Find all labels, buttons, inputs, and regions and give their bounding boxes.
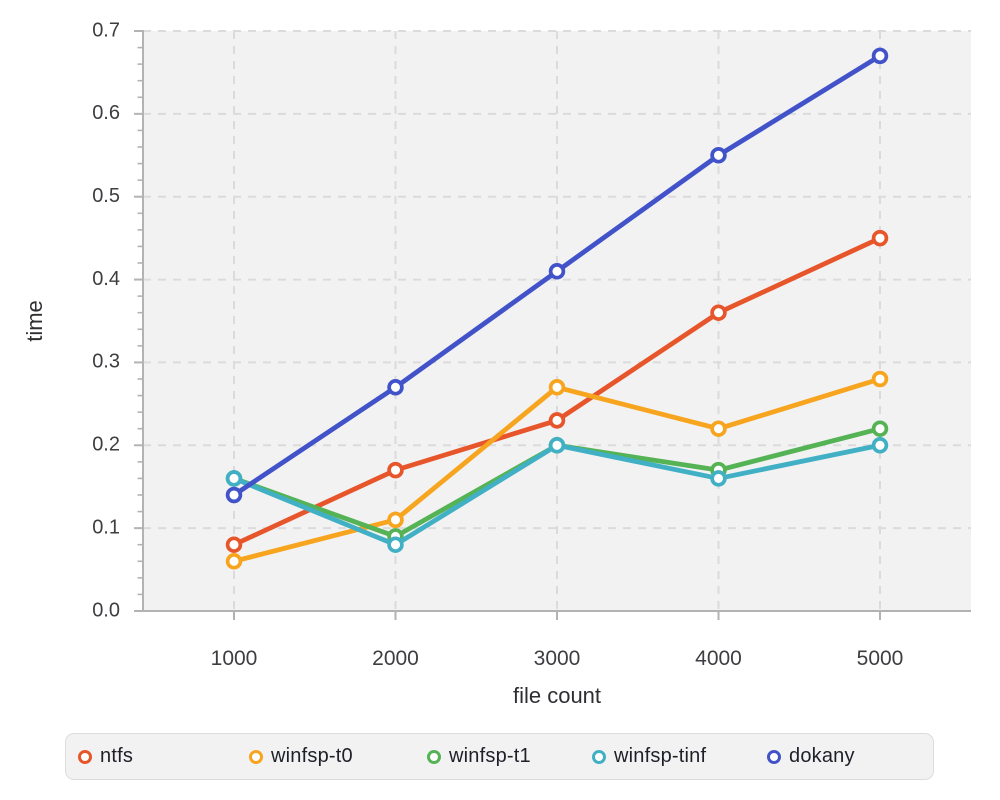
data-point-winfsp-tinf-5000 bbox=[871, 437, 889, 454]
legend-label: winfsp-t1 bbox=[449, 745, 531, 767]
y-tick-label: 0.4 bbox=[92, 268, 120, 290]
data-point-winfsp-t0-5000 bbox=[871, 370, 889, 388]
data-point-ntfs-5000 bbox=[871, 229, 889, 247]
legend-item-ntfs[interactable]: ntfs bbox=[78, 734, 133, 779]
data-point-winfsp-tinf-2000 bbox=[387, 536, 404, 553]
y-axis-title: time bbox=[22, 300, 47, 342]
y-tick-label: 0.1 bbox=[92, 516, 120, 538]
data-point-winfsp-t1-5000 bbox=[871, 420, 889, 437]
y-tick-label: 0.2 bbox=[92, 434, 120, 456]
legend-item-winfsp-t1[interactable]: winfsp-t1 bbox=[427, 734, 531, 779]
data-point-winfsp-t0-4000 bbox=[710, 420, 727, 437]
legend-item-winfsp-tinf[interactable]: winfsp-tinf bbox=[592, 734, 706, 779]
legend-label: ntfs bbox=[100, 745, 134, 767]
y-tick-label: 0.7 bbox=[92, 19, 120, 41]
winfsp-t0-marker-icon bbox=[249, 749, 263, 764]
winfsp-t1-marker-icon bbox=[427, 749, 441, 764]
line-chart-canvas: 0.0 0.1 0.2 0.3 0.4 0.5 0.6 0.7 1000 2000 3000 4000… bbox=[22, 19, 971, 708]
chart-area: 0.0 0.1 0.2 0.3 0.4 0.5 0.6 0.7 1000 2000 3000 4000… bbox=[22, 19, 971, 708]
data-point-dokany-1000 bbox=[225, 486, 243, 504]
legend-item-winfsp-t0[interactable]: winfsp-t0 bbox=[249, 734, 353, 779]
legend-item-dokany[interactable]: dokany bbox=[767, 734, 855, 779]
data-point-winfsp-t0-2000 bbox=[387, 511, 404, 529]
y-tick-label: 0.3 bbox=[92, 351, 120, 373]
data-point-winfsp-tinf-3000 bbox=[548, 437, 566, 454]
legend-label: winfsp-t0 bbox=[271, 745, 353, 767]
ntfs-marker-icon bbox=[78, 749, 92, 764]
data-point-dokany-3000 bbox=[548, 263, 566, 280]
winfsp-tinf-marker-icon bbox=[592, 749, 606, 764]
data-point-ntfs-3000 bbox=[548, 412, 566, 429]
x-tick-label: 4000 bbox=[695, 647, 742, 670]
data-point-winfsp-tinf-4000 bbox=[710, 470, 727, 487]
legend-label: dokany bbox=[789, 745, 855, 767]
data-point-dokany-4000 bbox=[710, 147, 727, 164]
data-point-ntfs-2000 bbox=[387, 461, 404, 479]
data-point-winfsp-tinf-1000 bbox=[225, 470, 243, 487]
legend-label: winfsp-tinf bbox=[614, 745, 707, 767]
dokany-marker-icon bbox=[767, 749, 781, 764]
data-point-ntfs-4000 bbox=[710, 304, 727, 321]
x-tick-label: 3000 bbox=[534, 647, 581, 670]
x-axis-title: file count bbox=[513, 683, 601, 708]
y-tick-label: 0.6 bbox=[92, 102, 120, 124]
data-point-winfsp-t0-3000 bbox=[548, 379, 566, 396]
y-tick-label: 0.5 bbox=[92, 185, 120, 207]
legend: ntfs winfsp-t0 winfsp-t1 winfsp-tinf dok… bbox=[65, 733, 934, 780]
y-tick-label: 0.0 bbox=[92, 599, 120, 621]
data-point-ntfs-1000 bbox=[225, 536, 243, 553]
x-tick-label: 1000 bbox=[211, 647, 258, 670]
x-tick-label: 2000 bbox=[372, 647, 419, 670]
x-tick-label: 5000 bbox=[857, 647, 904, 670]
data-point-winfsp-t0-1000 bbox=[225, 553, 243, 570]
data-point-dokany-2000 bbox=[387, 379, 404, 396]
data-point-dokany-5000 bbox=[871, 47, 889, 65]
